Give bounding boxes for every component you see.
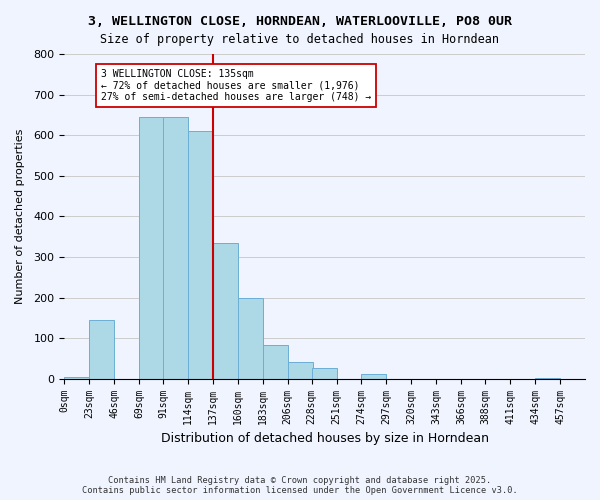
Text: 3 WELLINGTON CLOSE: 135sqm
← 72% of detached houses are smaller (1,976)
27% of s: 3 WELLINGTON CLOSE: 135sqm ← 72% of deta…	[101, 68, 371, 102]
Bar	[311, 368, 337, 378]
Text: Contains HM Land Registry data © Crown copyright and database right 2025.
Contai: Contains HM Land Registry data © Crown c…	[82, 476, 518, 495]
Text: Size of property relative to detached houses in Horndean: Size of property relative to detached ho…	[101, 32, 499, 46]
Bar	[139, 117, 164, 378]
Y-axis label: Number of detached properties: Number of detached properties	[15, 128, 25, 304]
X-axis label: Distribution of detached houses by size in Horndean: Distribution of detached houses by size …	[161, 432, 488, 445]
Text: 3, WELLINGTON CLOSE, HORNDEAN, WATERLOOVILLE, PO8 0UR: 3, WELLINGTON CLOSE, HORNDEAN, WATERLOOV…	[88, 15, 512, 28]
Bar	[64, 376, 89, 378]
Bar	[213, 242, 238, 378]
Bar	[287, 362, 313, 378]
Bar	[89, 320, 114, 378]
Bar	[361, 374, 386, 378]
Bar	[188, 131, 213, 378]
Bar	[238, 298, 263, 378]
Bar	[163, 117, 188, 378]
Bar	[263, 346, 287, 378]
